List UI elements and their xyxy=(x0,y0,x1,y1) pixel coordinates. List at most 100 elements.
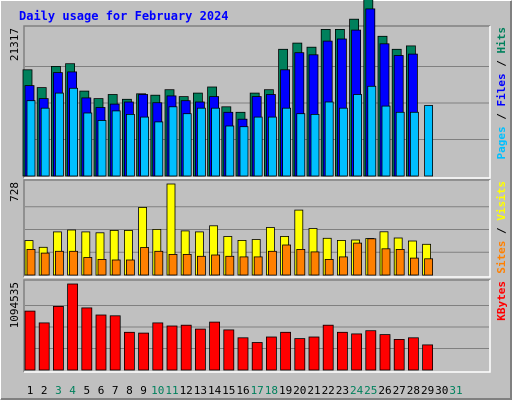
x-label-day-17: 17 xyxy=(251,384,264,397)
bar-sites-day-25 xyxy=(367,238,377,276)
bar-pages-day-14 xyxy=(211,107,221,177)
x-label-day-7: 7 xyxy=(112,384,119,397)
bar-pages-day-21 xyxy=(310,114,320,177)
x-label-day-19: 19 xyxy=(279,384,292,397)
bar-kbytes-day-14 xyxy=(209,321,221,371)
bar-sites-day-23 xyxy=(338,256,348,276)
bar-kbytes-day-26 xyxy=(379,334,391,371)
x-label-day-31: 31 xyxy=(449,384,462,397)
bar-pages-day-3 xyxy=(55,92,64,177)
x-label-day-30: 30 xyxy=(435,384,448,397)
bar-kbytes-day-13 xyxy=(194,328,206,371)
series-label-part: Sites xyxy=(495,241,508,274)
bar-pages-day-24 xyxy=(353,94,363,177)
bar-sites-day-28 xyxy=(409,257,419,276)
x-label-day-26: 26 xyxy=(378,384,391,397)
bar-sites-day-14 xyxy=(211,254,221,276)
bar-sites-day-6 xyxy=(97,258,107,276)
x-label-day-15: 15 xyxy=(222,384,235,397)
bar-kbytes-day-15 xyxy=(223,329,235,371)
bar-kbytes-day-23 xyxy=(336,331,348,371)
panel-usage-bevel-light xyxy=(24,26,491,179)
x-label-day-28: 28 xyxy=(407,384,420,397)
bar-pages-day-16 xyxy=(239,126,249,177)
x-label-day-4: 4 xyxy=(69,384,76,397)
bar-pages-day-25 xyxy=(367,85,377,177)
bar-kbytes-day-25 xyxy=(365,330,377,371)
bar-pages-day-10 xyxy=(154,121,164,177)
bar-pages-day-5 xyxy=(83,112,93,177)
bar-kbytes-day-4 xyxy=(67,283,78,371)
bar-sites-day-18 xyxy=(267,250,277,276)
bar-sites-day-11 xyxy=(168,253,178,276)
panel-kbytes: 1094535 KBytes xyxy=(8,279,508,373)
series-label-part: Visits xyxy=(495,181,508,221)
series-label-part: Files xyxy=(495,73,508,106)
bar-kbytes-day-3 xyxy=(53,305,64,371)
x-tick-labels: 1 2 3 4 5 6 7 8 9 10 11 12 13 14 15 16 17 18 19 20 21 22 23 24 2… xyxy=(27,384,463,397)
x-label-day-20: 20 xyxy=(293,384,306,397)
series-label-part: KBytes xyxy=(495,281,508,321)
bar-pages-day-1 xyxy=(26,100,36,177)
bar-kbytes-day-19 xyxy=(280,331,292,371)
bar-pages-day-7 xyxy=(111,110,121,177)
panel-kbytes-ymax-label: 1094535 xyxy=(8,282,21,328)
bar-sites-day-13 xyxy=(196,255,206,276)
bar-pages-day-12 xyxy=(182,113,192,177)
bar-kbytes-day-11 xyxy=(166,325,178,371)
bar-sites-day-2 xyxy=(40,252,50,276)
bar-sites-day-19 xyxy=(282,244,292,276)
bar-pages-day-15 xyxy=(225,125,235,177)
bar-sites-day-15 xyxy=(225,255,235,276)
bar-kbytes-day-8 xyxy=(124,331,135,371)
bar-pages-day-28 xyxy=(409,111,419,177)
bar-sites-day-9 xyxy=(140,247,150,276)
x-label-day-11: 11 xyxy=(165,384,178,397)
panel-visits-ymax-label: 728 xyxy=(8,182,21,202)
bar-sites-day-29 xyxy=(424,258,434,276)
bar-pages-day-6 xyxy=(97,120,107,177)
bar-pages-day-27 xyxy=(395,111,405,177)
panel-kbytes-bevel-light xyxy=(24,280,491,373)
bar-sites-day-27 xyxy=(395,248,405,276)
bar-kbytes-day-18 xyxy=(265,336,277,371)
bar-kbytes-day-10 xyxy=(152,322,164,371)
x-label-day-6: 6 xyxy=(98,384,105,397)
bar-pages-day-29 xyxy=(424,105,434,177)
bar-kbytes-day-16 xyxy=(237,337,249,371)
x-label-day-3: 3 xyxy=(55,384,62,397)
x-label-day-25: 25 xyxy=(364,384,377,397)
bar-pages-day-20 xyxy=(296,113,306,177)
bar-pages-day-18 xyxy=(267,116,277,177)
panel-visits-bevel-dark xyxy=(23,179,490,277)
bar-pages-day-9 xyxy=(140,116,150,177)
bar-sites-day-5 xyxy=(83,257,93,276)
bar-kbytes-day-1 xyxy=(24,310,36,371)
series-label-part: Pages xyxy=(495,126,508,159)
bar-kbytes-day-6 xyxy=(95,314,107,371)
panel-kbytes-bevel-dark xyxy=(23,279,490,372)
panels-group: 21317 Pages / Files / Hits 728 Sites / Visi… xyxy=(8,0,508,373)
x-label-day-21: 21 xyxy=(307,384,320,397)
bar-sites-day-26 xyxy=(381,248,391,276)
bar-kbytes-day-17 xyxy=(251,342,263,371)
series-label-part: / xyxy=(495,107,508,127)
x-label-day-10: 10 xyxy=(151,384,164,397)
bar-kbytes-day-7 xyxy=(109,315,121,371)
bar-sites-day-12 xyxy=(182,253,192,276)
x-label-day-29: 29 xyxy=(421,384,434,397)
panel-usage-series-label: Pages / Files / Hits xyxy=(495,27,508,160)
bar-kbytes-day-12 xyxy=(180,324,192,371)
series-label-part: / xyxy=(495,54,508,74)
bar-pages-day-26 xyxy=(381,105,391,177)
bar-kbytes-day-24 xyxy=(351,333,363,371)
panel-kbytes-series-label: KBytes xyxy=(495,281,508,321)
panel-visits-series-label: Sites / Visits xyxy=(495,181,508,274)
bar-sites-day-4 xyxy=(69,250,78,276)
panel-visits-bevel-light xyxy=(24,180,491,278)
bar-sites-day-16 xyxy=(239,256,249,276)
x-label-day-8: 8 xyxy=(126,384,133,397)
series-label-part: Hits xyxy=(495,27,508,54)
